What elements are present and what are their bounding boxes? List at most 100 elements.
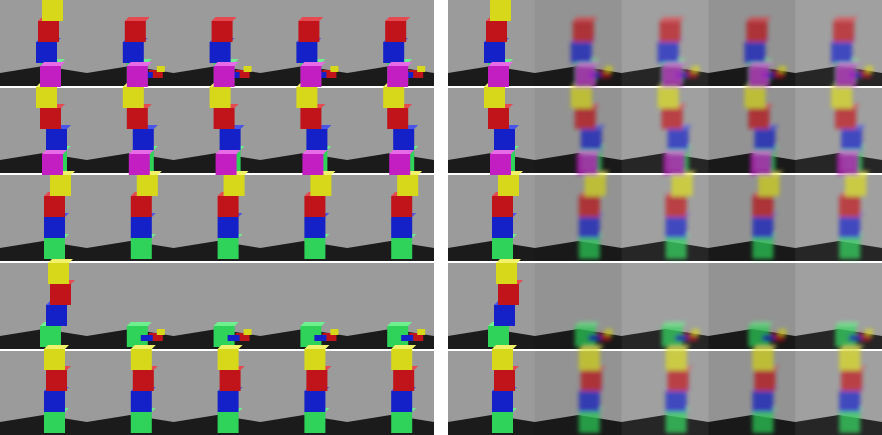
block-top xyxy=(44,345,69,349)
block-top xyxy=(302,150,328,154)
block xyxy=(391,238,413,259)
block-top xyxy=(661,62,687,66)
frame-shade xyxy=(534,263,622,349)
fallen-block xyxy=(243,66,252,72)
block-top xyxy=(659,17,685,21)
tower xyxy=(492,345,519,433)
image-row xyxy=(448,345,882,435)
tower xyxy=(490,150,523,259)
block xyxy=(752,349,774,370)
block-top xyxy=(215,150,241,154)
ground xyxy=(448,241,882,261)
block-top xyxy=(837,150,863,154)
block xyxy=(213,66,235,87)
block xyxy=(578,391,600,412)
block xyxy=(496,263,517,284)
block xyxy=(304,412,326,433)
block xyxy=(752,217,774,238)
fallen-block xyxy=(604,329,613,335)
block xyxy=(665,349,687,370)
image-row xyxy=(0,259,434,349)
block xyxy=(126,66,148,87)
block xyxy=(663,154,685,175)
tower xyxy=(40,259,75,347)
fallen-block xyxy=(857,333,872,341)
tower xyxy=(389,150,423,259)
frame-shade xyxy=(534,175,622,261)
block-top xyxy=(496,259,521,263)
fallen-block xyxy=(322,333,337,341)
tower xyxy=(215,150,249,259)
fallen-block xyxy=(770,333,785,341)
block xyxy=(44,196,65,217)
frame-shade xyxy=(708,175,796,261)
frame-shade xyxy=(795,175,882,261)
tower xyxy=(661,322,700,347)
block-top xyxy=(833,17,859,21)
tower xyxy=(130,345,158,433)
tower xyxy=(574,322,613,347)
block xyxy=(391,196,413,217)
block xyxy=(839,217,861,238)
tower xyxy=(391,345,419,433)
block xyxy=(130,196,152,217)
block xyxy=(397,175,419,196)
fallen-block xyxy=(409,333,424,341)
block xyxy=(578,238,600,259)
block xyxy=(578,412,600,433)
block xyxy=(130,349,152,370)
fallen-block xyxy=(596,333,611,341)
image-row xyxy=(0,345,434,435)
block xyxy=(570,87,592,108)
block xyxy=(746,21,768,42)
fallen-block xyxy=(857,70,872,78)
fallen-block xyxy=(156,66,165,72)
fallen-block xyxy=(604,66,613,72)
block xyxy=(387,66,409,87)
block xyxy=(667,370,689,391)
block xyxy=(296,42,318,63)
block-top xyxy=(211,17,237,21)
block-top xyxy=(661,322,687,326)
block xyxy=(128,154,150,175)
block xyxy=(835,66,857,87)
tower xyxy=(304,345,332,433)
block xyxy=(304,391,326,412)
block xyxy=(484,42,505,63)
block-top xyxy=(298,17,324,21)
tower xyxy=(42,150,75,259)
fallen-block xyxy=(596,70,611,78)
block-top xyxy=(48,259,73,263)
frame-shade xyxy=(534,351,622,435)
block xyxy=(665,238,687,259)
tower xyxy=(300,322,339,347)
fallen-block xyxy=(243,329,252,335)
block xyxy=(42,0,63,21)
fallen-block xyxy=(865,329,874,335)
tower xyxy=(383,62,419,171)
tower xyxy=(217,345,245,433)
block xyxy=(492,238,513,259)
block xyxy=(576,154,598,175)
block xyxy=(383,42,405,63)
block xyxy=(44,412,65,433)
fallen-block xyxy=(683,70,698,78)
fallen-block xyxy=(849,335,862,341)
block xyxy=(494,305,515,326)
block-top xyxy=(488,62,513,66)
block xyxy=(132,370,154,391)
block xyxy=(831,42,853,63)
block xyxy=(484,87,505,108)
image-row xyxy=(0,0,434,86)
block xyxy=(391,391,413,412)
frame-shade xyxy=(621,351,709,435)
block xyxy=(302,154,324,175)
tower xyxy=(126,322,165,347)
frame-shade xyxy=(621,263,709,349)
block xyxy=(835,326,857,347)
block xyxy=(40,66,61,87)
block xyxy=(40,326,61,347)
block xyxy=(124,21,146,42)
fallen-block xyxy=(691,66,700,72)
